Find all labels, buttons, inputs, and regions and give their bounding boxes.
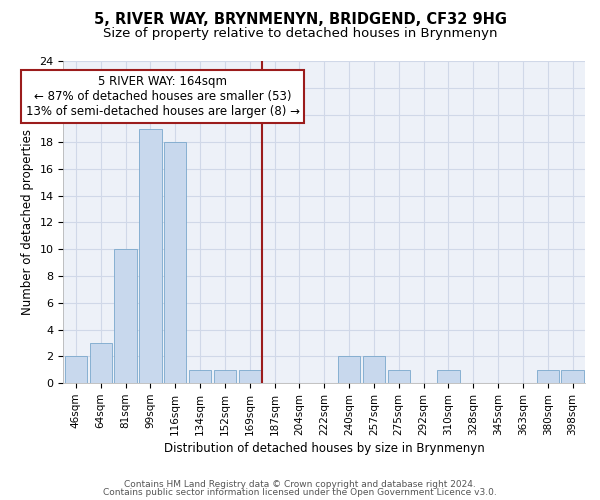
Bar bbox=[562, 370, 584, 383]
Bar bbox=[164, 142, 187, 383]
X-axis label: Distribution of detached houses by size in Brynmenyn: Distribution of detached houses by size … bbox=[164, 442, 485, 455]
Bar bbox=[437, 370, 460, 383]
Text: Contains HM Land Registry data © Crown copyright and database right 2024.: Contains HM Land Registry data © Crown c… bbox=[124, 480, 476, 489]
Text: Size of property relative to detached houses in Brynmenyn: Size of property relative to detached ho… bbox=[103, 28, 497, 40]
Bar bbox=[363, 356, 385, 383]
Bar bbox=[115, 249, 137, 383]
Text: 5 RIVER WAY: 164sqm
← 87% of detached houses are smaller (53)
13% of semi-detach: 5 RIVER WAY: 164sqm ← 87% of detached ho… bbox=[26, 75, 300, 118]
Bar bbox=[65, 356, 87, 383]
Bar bbox=[338, 356, 360, 383]
Bar bbox=[189, 370, 211, 383]
Text: Contains public sector information licensed under the Open Government Licence v3: Contains public sector information licen… bbox=[103, 488, 497, 497]
Bar bbox=[239, 370, 261, 383]
Bar bbox=[89, 343, 112, 383]
Bar bbox=[388, 370, 410, 383]
Bar bbox=[536, 370, 559, 383]
Bar bbox=[214, 370, 236, 383]
Text: 5, RIVER WAY, BRYNMENYN, BRIDGEND, CF32 9HG: 5, RIVER WAY, BRYNMENYN, BRIDGEND, CF32 … bbox=[94, 12, 506, 28]
Y-axis label: Number of detached properties: Number of detached properties bbox=[21, 130, 34, 316]
Bar bbox=[139, 128, 161, 383]
